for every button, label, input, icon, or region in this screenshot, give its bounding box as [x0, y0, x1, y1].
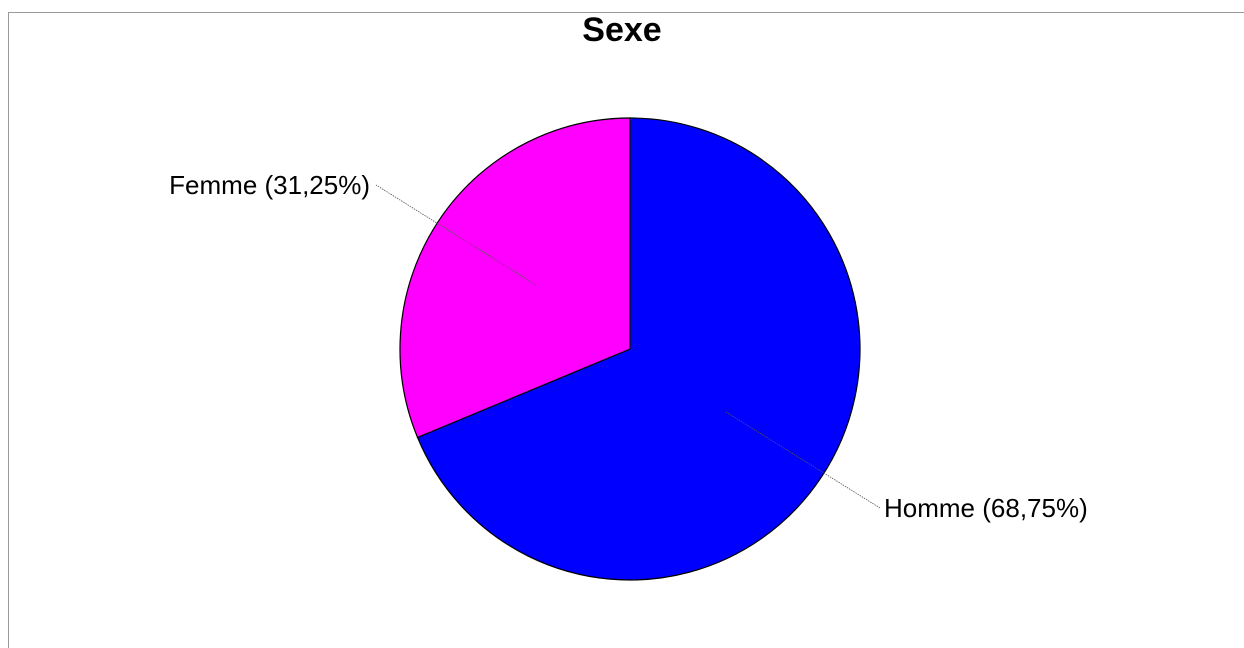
frame-border-top — [8, 12, 1244, 13]
chart-title: Sexe — [582, 11, 662, 49]
slice-label-homme: Homme (68,75%) — [884, 493, 1088, 523]
pie-slice-homme — [416, 117, 861, 581]
leader-line-femme — [375, 184, 537, 286]
leader-line-homme — [725, 411, 881, 509]
frame-border-left — [8, 12, 9, 648]
pie-slice-femme — [399, 117, 631, 439]
slice-label-femme: Femme (31,25%) — [169, 170, 370, 200]
